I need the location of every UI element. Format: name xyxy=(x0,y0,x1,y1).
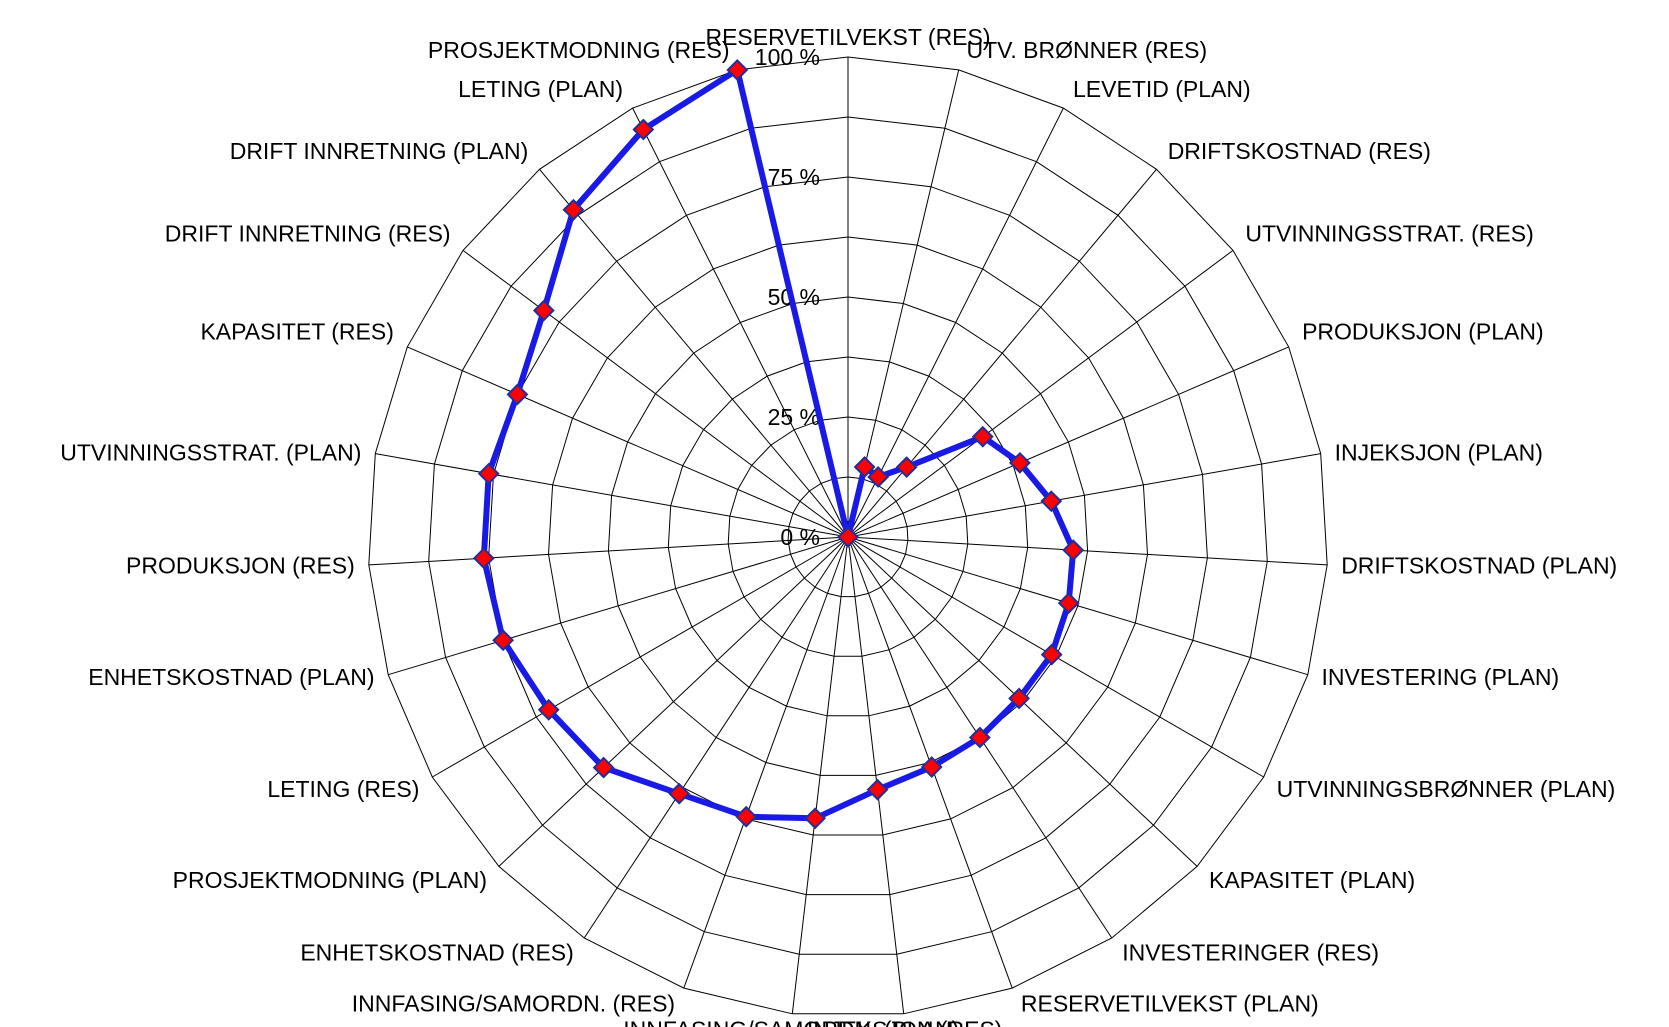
data-point-marker xyxy=(632,118,655,141)
axis-spoke xyxy=(683,536,849,989)
category-label: DRIFTSKOSTNAD (PLAN) xyxy=(1341,552,1617,578)
axis-spoke xyxy=(847,453,1321,538)
category-label: INJEKSJON (PLAN) xyxy=(1335,439,1543,465)
category-label: DRIFT INNRETNING (PLAN) xyxy=(230,138,529,164)
axis-spoke xyxy=(583,536,849,939)
category-label: PROSJEKTMODNING (RES) xyxy=(428,37,730,63)
axis-spoke xyxy=(375,453,849,538)
data-point-marker xyxy=(1008,451,1031,474)
grid-ring xyxy=(368,56,1328,1015)
axis-spoke xyxy=(847,346,1289,538)
axis-spoke xyxy=(847,168,1157,538)
category-label: LEVETID (PLAN) xyxy=(1073,76,1251,102)
data-point-marker xyxy=(1040,490,1063,513)
axis-spoke xyxy=(432,536,849,778)
data-point-marker xyxy=(1057,592,1080,614)
category-label: PRODUKSJON (RES) xyxy=(126,552,355,578)
grid-ring xyxy=(727,416,969,657)
tick-labels: 0 %25 %50 %75 %100 % xyxy=(755,44,820,550)
data-point-marker xyxy=(1008,687,1030,710)
data-point-marker xyxy=(537,698,560,721)
category-label: INNFASING/SAMORDN. (PLAN) xyxy=(623,1017,959,1027)
data-point-marker xyxy=(853,456,876,478)
axis-spoke xyxy=(368,536,849,566)
data-point-marker xyxy=(920,756,943,778)
tick-label: 25 % xyxy=(768,404,820,430)
data-point-marker xyxy=(804,807,827,830)
category-label: UTVINNINGSSTRAT. (RES) xyxy=(1245,221,1533,247)
series xyxy=(472,59,1085,830)
grid-ring xyxy=(488,176,1208,896)
data-point-marker xyxy=(532,299,555,322)
data-point-marker xyxy=(726,59,749,81)
category-label: UTVINNINGSSTRAT. (PLAN) xyxy=(60,439,361,465)
data-point-marker xyxy=(492,629,515,652)
data-point-marker xyxy=(971,425,994,448)
category-label: RESERVETILVEKST (RES) xyxy=(705,24,990,50)
category-label: LETING (RES) xyxy=(267,776,419,802)
data-point-marker xyxy=(867,466,890,488)
category-label: INJEKSJON (RES) xyxy=(807,1017,1003,1027)
axis-spoke xyxy=(462,249,849,538)
category-label: INNFASING/SAMORDN. (RES) xyxy=(352,991,675,1017)
category-label: PROSJEKTMODNING (PLAN) xyxy=(173,867,487,893)
grid-ring xyxy=(547,236,1149,836)
axis-spoke xyxy=(847,536,905,1014)
category-label: LETING (PLAN) xyxy=(458,76,623,102)
category-label: ENHETSKOSTNAD (PLAN) xyxy=(88,664,374,690)
data-point-marker xyxy=(735,805,758,828)
data-point-marker xyxy=(562,198,585,221)
axis-spoke xyxy=(388,536,849,676)
category-label: PRODUKSJON (PLAN) xyxy=(1302,319,1544,345)
data-point-marker xyxy=(506,383,529,406)
axis-spoke xyxy=(847,536,1328,566)
axis-spoke xyxy=(407,346,849,538)
data-point-marker xyxy=(592,756,615,779)
category-label: KAPASITET (RES) xyxy=(200,319,393,345)
data-point-marker xyxy=(837,526,859,548)
category-label: UTVINNINGSBRØNNER (PLAN) xyxy=(1277,776,1616,802)
axis-spoke xyxy=(632,107,849,538)
axis-spoke xyxy=(847,249,1234,538)
category-label: DRIFT INNRETNING (RES) xyxy=(165,221,451,247)
category-label: INVESTERING (PLAN) xyxy=(1322,664,1560,690)
series-line xyxy=(480,66,1077,822)
tick-label: 100 % xyxy=(755,44,820,70)
category-labels: RESERVETILVEKST (RES)UTV. BRØNNER (RES) L… xyxy=(60,24,1617,1027)
category-label: INVESTERINGER (RES) xyxy=(1122,940,1379,966)
data-point-marker xyxy=(472,547,495,570)
grid-ring xyxy=(787,476,909,598)
tick-label: 0 % xyxy=(780,524,820,550)
data-point-marker xyxy=(895,456,918,479)
tick-label: 75 % xyxy=(768,164,820,190)
grid-ring xyxy=(428,116,1268,955)
axis-spoke xyxy=(498,536,849,867)
data-point-marker xyxy=(668,782,691,805)
data-point-marker xyxy=(866,778,889,801)
category-label: ENHETSKOSTNAD (RES) xyxy=(300,940,573,966)
category-label: RESERVETILVEKST (PLAN) xyxy=(1021,991,1319,1017)
axis-spoke xyxy=(847,107,1064,538)
axis-spoke xyxy=(791,536,849,1014)
data-point-marker xyxy=(1062,539,1085,562)
axis-spoke xyxy=(847,536,1308,676)
category-label: KAPASITET (PLAN) xyxy=(1209,867,1415,893)
data-point-marker xyxy=(1040,643,1063,666)
category-label: DRIFTSKOSTNAD (RES) xyxy=(1168,138,1431,164)
data-point-marker xyxy=(968,726,991,749)
grid-ring xyxy=(607,296,1089,776)
data-point-marker xyxy=(477,462,500,485)
category-label: UTV. BRØNNER (RES) xyxy=(967,37,1208,63)
axis-spoke xyxy=(539,168,849,538)
